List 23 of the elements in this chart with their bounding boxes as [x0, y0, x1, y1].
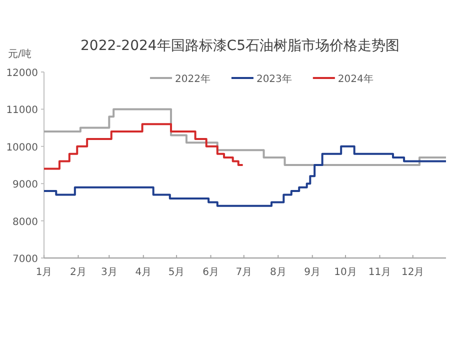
x-tick-label: 11月	[368, 267, 392, 278]
legend-label: 2022年	[175, 73, 210, 85]
legend-label: 2023年	[256, 73, 292, 85]
x-tick-label: 7月	[236, 267, 252, 278]
x-tick-label: 9月	[304, 267, 321, 278]
y-tick-label: 9000	[12, 180, 38, 191]
x-tick-label: 1月	[36, 267, 52, 278]
y-tick-label: 12000	[6, 68, 38, 79]
x-tick-label: 12月	[402, 267, 424, 278]
y-axis-title: 元/吨	[8, 48, 32, 60]
x-tick-label: 3月	[100, 267, 118, 278]
chart-title: 2022-2024年国路标漆C5石油树脂市场价格走势图	[80, 38, 400, 54]
y-tick-label: 11000	[6, 105, 38, 116]
x-tick-label: 10月	[334, 267, 357, 278]
y-tick-label: 7000	[12, 254, 38, 265]
y-tick-label: 8000	[12, 216, 38, 228]
x-tick-label: 8月	[270, 267, 286, 278]
y-tick-label: 10000	[6, 142, 38, 154]
legend-label: 2024年	[338, 73, 374, 85]
x-tick-label: 5月	[168, 267, 185, 278]
x-tick-label: 6月	[202, 267, 219, 278]
x-tick-label: 2月	[70, 267, 86, 278]
x-tick-label: 4月	[135, 267, 152, 278]
